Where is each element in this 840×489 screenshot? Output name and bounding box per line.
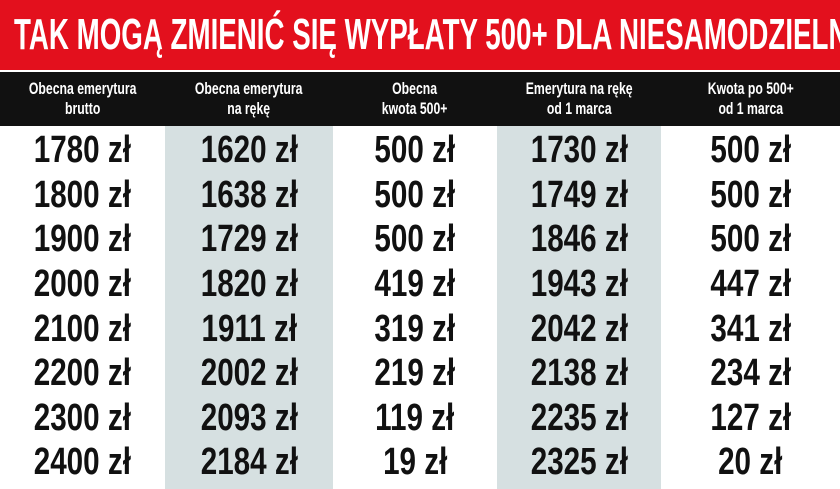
column-header-text: Kwota po 500+ od 1 marca: [707, 79, 794, 118]
table-cell: 1911 zł: [165, 306, 333, 351]
table-text: 2200 zł: [33, 352, 132, 395]
table-cell: 19 zł: [333, 440, 497, 485]
table-cell: 2184 zł: [165, 440, 333, 485]
column-header-cell: Obecna emerytura brutto: [0, 72, 165, 126]
table-cell: 1730 zł: [497, 128, 661, 173]
table-cell: 234 zł: [661, 351, 840, 396]
table-cell: 2002 zł: [165, 351, 333, 396]
table-cell: 1900 zł: [0, 217, 165, 262]
table-cell: 1800 zł: [0, 173, 165, 218]
table-text: 319 zł: [374, 307, 456, 350]
table-cell: 2000 zł: [0, 262, 165, 307]
table-text: 2184 zł: [200, 441, 298, 484]
table-text: 500 zł: [710, 218, 791, 261]
column-shade: [165, 126, 333, 489]
table-cell: 2093 zł: [165, 396, 333, 441]
table-cell: 2400 zł: [0, 440, 165, 485]
column-header-text: Obecna emerytura na rękę: [195, 79, 303, 118]
table-cell: 500 zł: [661, 217, 840, 262]
table-cell: 500 zł: [661, 173, 840, 218]
table-text: 447 zł: [710, 263, 791, 306]
table-cell: 1749 zł: [497, 173, 661, 218]
table-cell: 119 zł: [333, 396, 497, 441]
table-text: 1911 zł: [201, 307, 297, 350]
table-cell: 2100 zł: [0, 306, 165, 351]
table-cell: 1729 zł: [165, 217, 333, 262]
table-text: 419 zł: [374, 263, 456, 306]
table-cell: 2200 zł: [0, 351, 165, 396]
table-cell: 1638 zł: [165, 173, 333, 218]
table-cell: 2138 zł: [497, 351, 661, 396]
table-text: 1846 zł: [530, 218, 628, 261]
column-header-cell: Kwota po 500+ od 1 marca: [661, 72, 840, 126]
table-cell: 319 zł: [333, 306, 497, 351]
table-text: 2000 zł: [33, 263, 132, 306]
column-shade: [497, 126, 661, 489]
table-text: 1729 zł: [200, 218, 298, 261]
table-cell: 127 zł: [661, 396, 840, 441]
table-cell: 219 zł: [333, 351, 497, 396]
table-text: 500 zł: [374, 129, 456, 172]
table-cell: 341 zł: [661, 306, 840, 351]
column-header-cell: Obecna emerytura na rękę: [165, 72, 333, 126]
table-cell: 2235 zł: [497, 396, 661, 441]
table-cell: 1846 zł: [497, 217, 661, 262]
table-text: 1820 zł: [200, 263, 298, 306]
column-header-text: Obecna kwota 500+: [382, 79, 448, 118]
table-text: 20 zł: [718, 441, 783, 484]
table-text: 1620 zł: [200, 129, 298, 172]
table-text: 1900 zł: [33, 218, 132, 261]
table-text: 2093 zł: [200, 396, 298, 439]
column-header-cell: Obecna kwota 500+: [333, 72, 497, 126]
column-header-text: Obecna emerytura brutto: [28, 79, 137, 118]
table-text: 1800 zł: [33, 173, 132, 216]
table-cell: 1820 zł: [165, 262, 333, 307]
table-text: 2042 zł: [530, 307, 628, 350]
table-text: 19 zł: [382, 441, 448, 484]
table-cell: 447 zł: [661, 262, 840, 307]
table-text: 1749 zł: [530, 173, 628, 216]
table-text: 2325 zł: [530, 441, 628, 484]
table-cell: 1620 zł: [165, 128, 333, 173]
table-cell: 2300 zł: [0, 396, 165, 441]
header-bar: [0, 72, 840, 126]
table-cell: 419 zł: [333, 262, 497, 307]
table-text: 119 zł: [375, 396, 455, 439]
table-text: 2235 zł: [530, 396, 628, 439]
table-text: 127 zł: [710, 396, 791, 439]
title-bar: TAK MOGĄ ZMIENIĆ SIĘ WYPŁATY 500+ DLA NI…: [0, 0, 840, 70]
table-text: 2400 zł: [33, 441, 132, 484]
table-cell: 20 zł: [661, 440, 840, 485]
table-cell: 500 zł: [333, 217, 497, 262]
table-text: 2100 zł: [33, 307, 132, 350]
column-header-text: Emerytura na rękę od 1 marca: [525, 79, 633, 118]
table-text: 2002 zł: [200, 352, 298, 395]
table-cell: 2042 zł: [497, 306, 661, 351]
title: TAK MOGĄ ZMIENIĆ SIĘ WYPŁATY 500+ DLA NI…: [14, 10, 840, 59]
table-text: 1638 zł: [200, 173, 298, 216]
table-text: 500 zł: [710, 129, 791, 172]
table-text: 1780 zł: [33, 129, 132, 172]
table-cell: 2325 zł: [497, 440, 661, 485]
table-text: 341 zł: [710, 307, 791, 350]
table-text: 2138 zł: [530, 352, 628, 395]
table-text: 1730 zł: [530, 129, 628, 172]
table-cell: 500 zł: [333, 128, 497, 173]
table-cell: 500 zł: [333, 173, 497, 218]
table-text: 234 zł: [710, 352, 791, 395]
table-cell: 1780 zł: [0, 128, 165, 173]
table-text: 1943 zł: [530, 263, 628, 306]
table-text: 500 zł: [710, 173, 791, 216]
table-cell: 500 zł: [661, 128, 840, 173]
table-cell: 1943 zł: [497, 262, 661, 307]
table-text: 500 zł: [374, 218, 456, 261]
table-text: 500 zł: [374, 173, 456, 216]
table-text: 2300 zł: [33, 396, 132, 439]
table-text: 219 zł: [374, 352, 456, 395]
column-header-cell: Emerytura na rękę od 1 marca: [497, 72, 661, 126]
